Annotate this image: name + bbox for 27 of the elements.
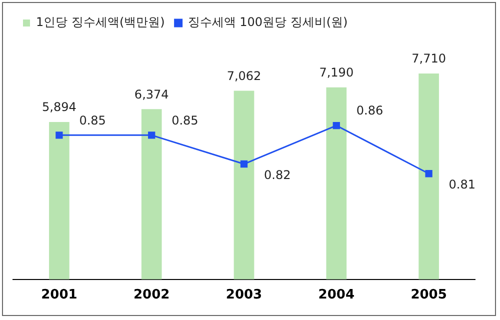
- bar: [49, 122, 70, 280]
- point: [425, 170, 432, 178]
- data-label: 0.81: [448, 178, 476, 192]
- point: [148, 132, 156, 139]
- data-label: 7,062: [226, 68, 262, 83]
- bar: [234, 90, 254, 280]
- bar: [141, 109, 162, 280]
- point: [240, 160, 248, 168]
- bar: [326, 87, 347, 280]
- data-label: 5,894: [42, 100, 76, 114]
- data-label: 7,710: [412, 52, 446, 66]
- x-tick-label: 2005: [410, 288, 447, 303]
- point: [332, 122, 340, 130]
- x-tick-label: 2003: [226, 288, 262, 303]
- point: [56, 132, 63, 139]
- data-label: 0.85: [172, 113, 198, 128]
- legend-label: 1인당 징수세액(백만원): [36, 15, 165, 30]
- bar: [418, 73, 439, 280]
- data-label: 0.86: [356, 104, 384, 118]
- x-tick-label: 2002: [134, 288, 170, 303]
- data-label: 0.82: [264, 168, 291, 182]
- x-tick-label: 2001: [41, 288, 78, 303]
- legend-label: 징수세액 100원당 징세비(원): [188, 15, 348, 30]
- data-label: 7,190: [319, 65, 354, 80]
- data-label: 0.85: [79, 113, 106, 128]
- x-tick-label: 2004: [318, 288, 354, 303]
- data-label: 6,374: [134, 87, 169, 102]
